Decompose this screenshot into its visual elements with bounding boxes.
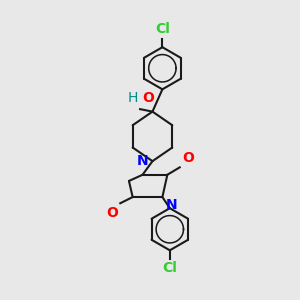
Text: O: O <box>182 151 194 165</box>
Text: N: N <box>136 154 148 168</box>
Text: O: O <box>142 92 154 105</box>
Text: Cl: Cl <box>162 262 177 275</box>
Text: H: H <box>127 92 138 105</box>
Text: O: O <box>106 206 118 220</box>
Text: N: N <box>166 198 178 212</box>
Text: Cl: Cl <box>155 22 170 36</box>
